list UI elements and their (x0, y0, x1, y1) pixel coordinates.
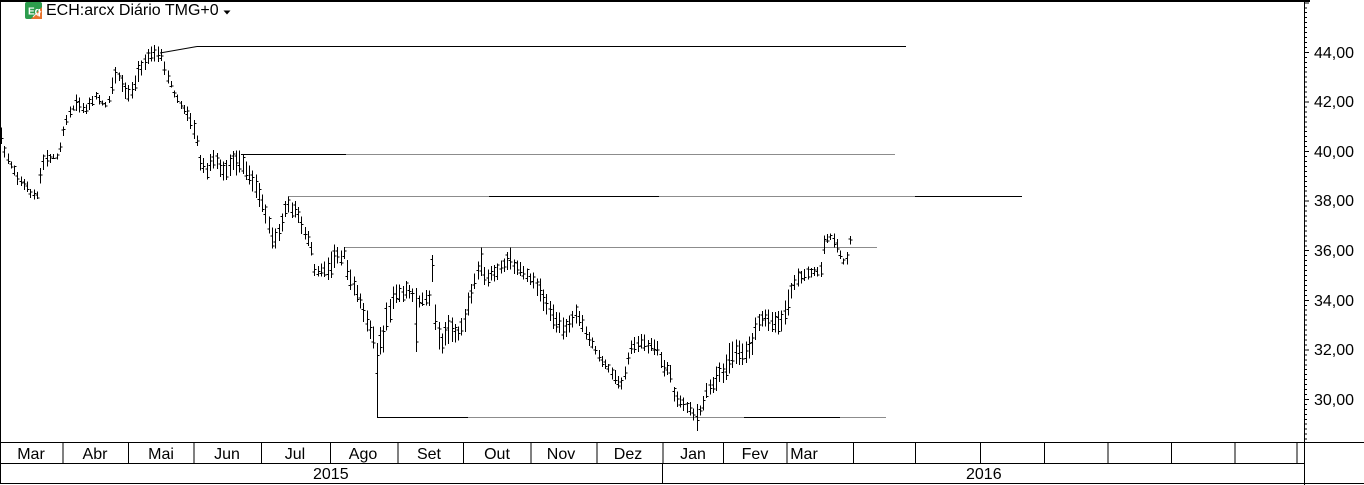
svg-text:Eq: Eq (28, 7, 41, 18)
